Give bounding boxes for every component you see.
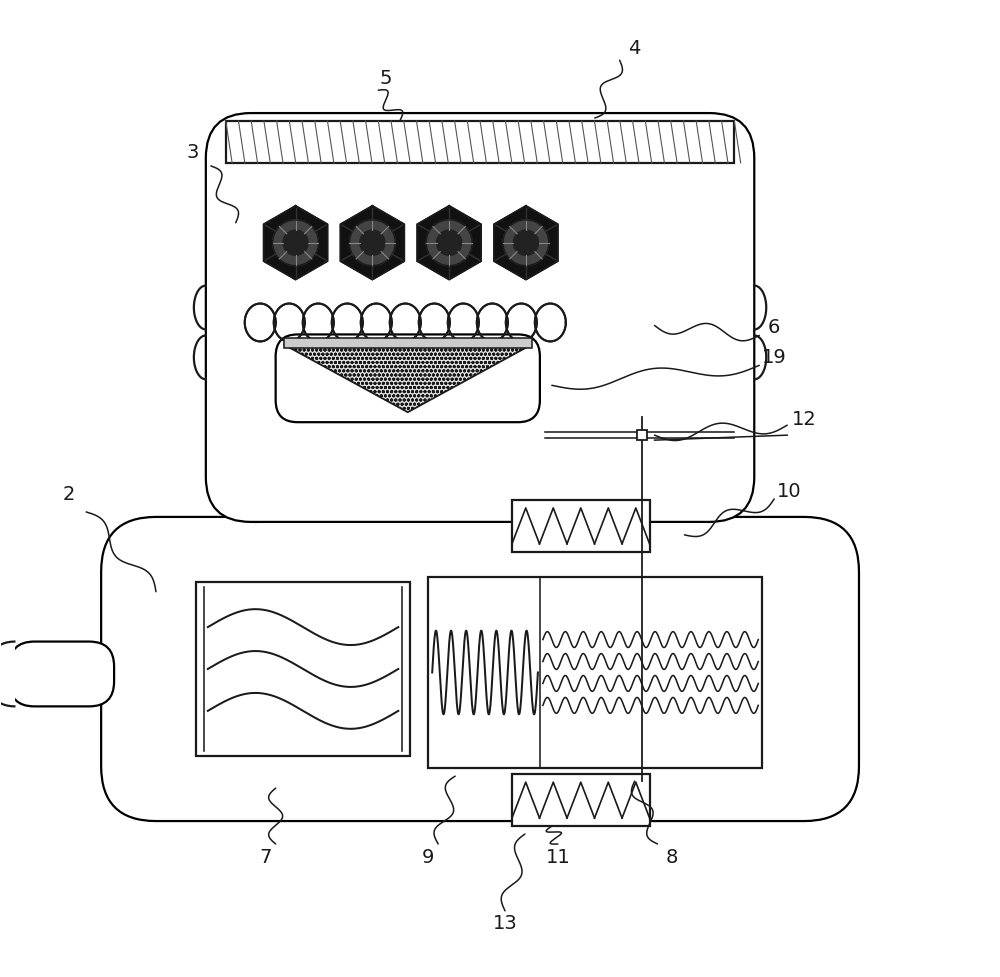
Text: 11: 11 — [545, 848, 570, 868]
Polygon shape — [350, 220, 395, 266]
Polygon shape — [245, 304, 276, 341]
Text: 10: 10 — [777, 483, 801, 501]
Text: 7: 7 — [259, 848, 272, 868]
Text: 9: 9 — [422, 848, 434, 868]
Polygon shape — [303, 304, 334, 341]
Polygon shape — [340, 206, 404, 279]
Polygon shape — [390, 304, 421, 341]
Text: 19: 19 — [762, 348, 787, 367]
Text: 13: 13 — [493, 914, 517, 933]
Polygon shape — [273, 220, 318, 266]
FancyBboxPatch shape — [206, 113, 754, 522]
Polygon shape — [535, 304, 566, 341]
Text: 5: 5 — [379, 68, 392, 88]
Polygon shape — [513, 231, 539, 255]
Polygon shape — [448, 304, 479, 341]
Polygon shape — [284, 345, 532, 412]
Text: 12: 12 — [792, 409, 817, 429]
Polygon shape — [437, 231, 462, 255]
Polygon shape — [506, 304, 537, 341]
Text: 4: 4 — [628, 39, 641, 58]
Bar — [284, 338, 532, 349]
Polygon shape — [419, 304, 450, 341]
Polygon shape — [477, 304, 508, 341]
Polygon shape — [283, 231, 308, 255]
Polygon shape — [0, 642, 14, 706]
Text: 2: 2 — [63, 486, 75, 504]
Polygon shape — [361, 304, 392, 341]
Bar — [226, 121, 734, 163]
FancyBboxPatch shape — [9, 642, 114, 706]
FancyBboxPatch shape — [101, 517, 859, 821]
Text: 8: 8 — [665, 848, 678, 868]
Polygon shape — [494, 206, 558, 279]
Bar — [428, 576, 762, 768]
Polygon shape — [360, 231, 385, 255]
Polygon shape — [274, 304, 305, 341]
Bar — [637, 430, 647, 440]
Polygon shape — [503, 220, 549, 266]
Polygon shape — [332, 304, 363, 341]
Bar — [512, 774, 650, 826]
Text: 3: 3 — [187, 144, 199, 162]
Bar — [226, 121, 734, 163]
Polygon shape — [426, 220, 472, 266]
Polygon shape — [417, 206, 481, 279]
Bar — [512, 500, 650, 552]
Polygon shape — [264, 206, 328, 279]
Bar — [196, 581, 410, 756]
FancyBboxPatch shape — [276, 334, 540, 422]
Text: 6: 6 — [768, 318, 780, 337]
